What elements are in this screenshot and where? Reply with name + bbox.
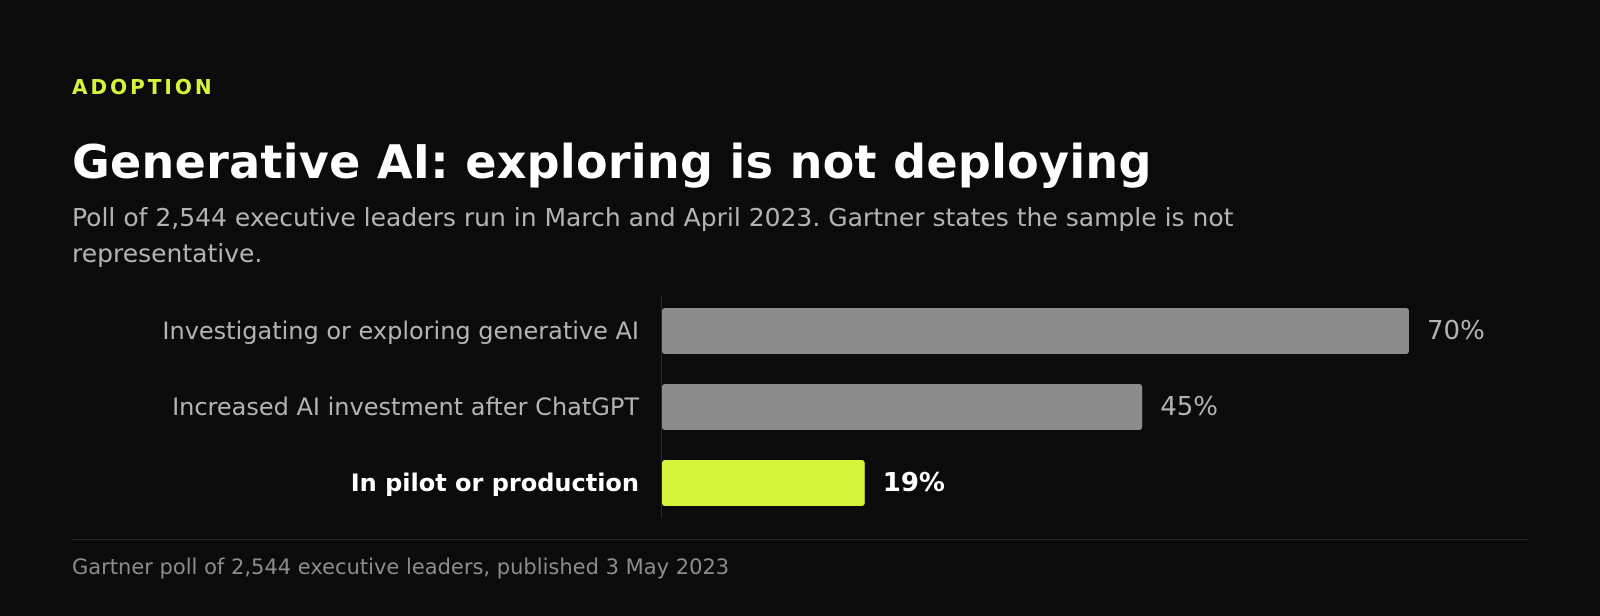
category-label: Investigating or exploring generative AI <box>162 317 639 345</box>
chart-title: Generative AI: exploring is not deployin… <box>72 135 1152 189</box>
source-note: Gartner poll of 2,544 executive leaders,… <box>72 555 730 579</box>
bar <box>662 308 1409 354</box>
bar-chart: Investigating or exploring generative AI… <box>162 296 1485 518</box>
chart-subtitle: Poll of 2,544 executive leaders run in M… <box>72 203 1234 268</box>
category-label: Increased AI investment after ChatGPT <box>172 393 639 421</box>
eyebrow-label: ADOPTION <box>72 75 215 99</box>
bar <box>662 384 1143 430</box>
category-label: In pilot or production <box>351 469 639 497</box>
value-label: 19% <box>883 468 945 498</box>
footer-divider <box>72 539 1528 540</box>
value-label: 45% <box>1160 392 1218 422</box>
value-label: 70% <box>1427 316 1485 346</box>
bar <box>662 460 865 506</box>
